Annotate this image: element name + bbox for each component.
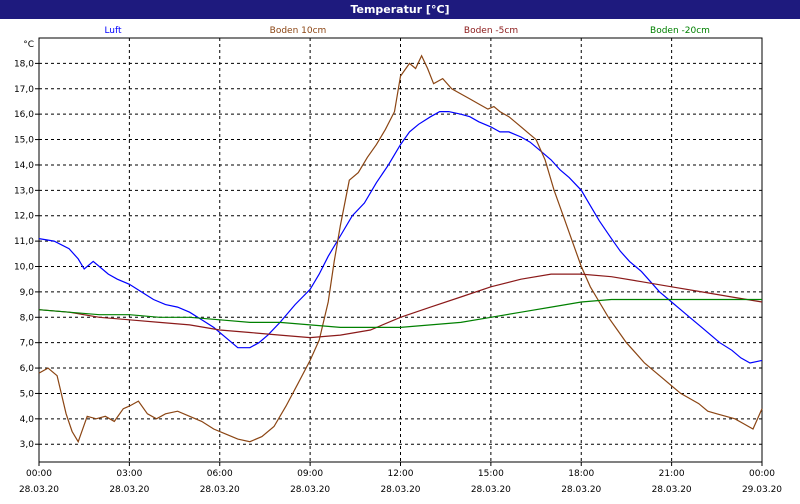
y-tick-label: 8,0 — [20, 313, 35, 323]
y-tick-label: 7,0 — [20, 339, 35, 349]
x-tick-date: 28.03.20 — [290, 485, 330, 495]
y-tick-label: 14,0 — [14, 161, 34, 171]
legend-boden-5cm: Boden -5cm — [464, 26, 518, 36]
y-axis-unit: °C — [23, 40, 34, 50]
x-tick-date: 28.03.20 — [380, 485, 420, 495]
y-tick-label: 13,0 — [14, 186, 34, 196]
x-tick-date: 28.03.20 — [109, 485, 149, 495]
legend-boden-20cm: Boden -20cm — [650, 26, 710, 36]
legend-luft: Luft — [104, 26, 122, 36]
series-line-boden-10cm — [38, 54, 763, 444]
legend-boden-10cm: Boden 10cm — [270, 26, 327, 36]
x-tick-time: 00:00 — [26, 469, 52, 479]
x-tick-time: 06:00 — [207, 469, 233, 479]
y-tick-label: 3,0 — [20, 440, 35, 450]
series-line-boden-20cm — [38, 298, 762, 328]
y-tick-label: 6,0 — [20, 364, 35, 374]
y-tick-label: 11,0 — [14, 237, 34, 247]
x-tick-date: 28.03.20 — [471, 485, 511, 495]
series-line-boden-5cm — [38, 273, 763, 339]
x-tick-time: 12:00 — [388, 469, 414, 479]
x-tick-date: 28.03.20 — [561, 485, 601, 495]
x-tick-time: 09:00 — [297, 469, 323, 479]
x-tick-time: 03:00 — [116, 469, 142, 479]
y-tick-label: 9,0 — [20, 288, 35, 298]
x-tick-date: 29.03.20 — [742, 485, 782, 495]
chart-title-bar: Temperatur [°C] — [0, 0, 800, 19]
y-tick-label: 17,0 — [14, 85, 34, 95]
x-tick-time: 00:00 — [749, 469, 775, 479]
series-line-luft — [38, 110, 763, 364]
y-tick-label: 4,0 — [20, 415, 35, 425]
y-tick-label: 10,0 — [14, 263, 34, 273]
y-tick-label: 12,0 — [14, 212, 34, 222]
x-tick-time: 15:00 — [478, 469, 504, 479]
x-tick-date: 28.03.20 — [200, 485, 240, 495]
y-tick-label: 15,0 — [14, 136, 34, 146]
temperature-chart: 3,0 4,0 5,0 6,0 7,0 8,0 9,0 10,0 11,0 12,0 13,0 14,… — [14, 26, 782, 495]
y-tick-label: 5,0 — [20, 389, 35, 399]
x-tick-time: 18:00 — [568, 469, 594, 479]
y-tick-label: 18,0 — [14, 59, 34, 69]
y-tick-label: 16,0 — [14, 110, 34, 120]
chart-area: 3,0 4,0 5,0 6,0 7,0 8,0 9,0 10,0 11,0 12,0 13,0 14,… — [0, 19, 800, 500]
x-tick-date: 28.03.20 — [652, 485, 692, 495]
x-tick-time: 21:00 — [659, 469, 685, 479]
x-tick-date: 28.03.20 — [19, 485, 59, 495]
chart-title: Temperatur [°C] — [350, 3, 450, 16]
